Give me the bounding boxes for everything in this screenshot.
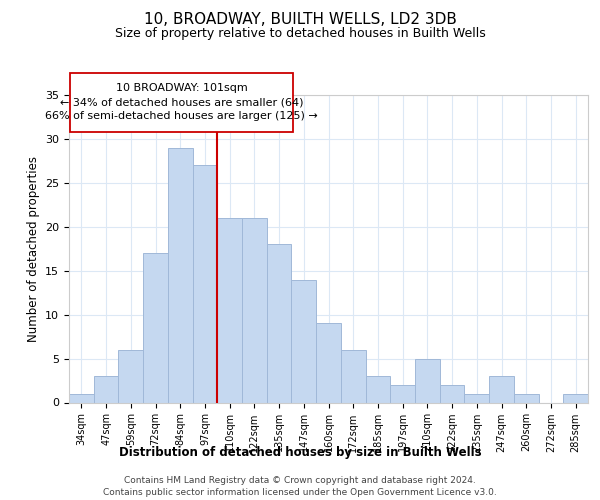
Text: 10, BROADWAY, BUILTH WELLS, LD2 3DB: 10, BROADWAY, BUILTH WELLS, LD2 3DB xyxy=(143,12,457,28)
Bar xyxy=(514,394,539,402)
Bar xyxy=(217,218,242,402)
Bar xyxy=(168,148,193,402)
Bar xyxy=(267,244,292,402)
Bar xyxy=(292,280,316,402)
Bar xyxy=(94,376,118,402)
Bar xyxy=(143,253,168,402)
Bar xyxy=(440,385,464,402)
Bar xyxy=(365,376,390,402)
Bar xyxy=(489,376,514,402)
Text: 10 BROADWAY: 101sqm
← 34% of detached houses are smaller (64)
66% of semi-detach: 10 BROADWAY: 101sqm ← 34% of detached ho… xyxy=(45,84,318,122)
Bar xyxy=(341,350,365,403)
Bar xyxy=(464,394,489,402)
Bar xyxy=(193,166,217,402)
Bar xyxy=(242,218,267,402)
Text: Contains public sector information licensed under the Open Government Licence v3: Contains public sector information licen… xyxy=(103,488,497,497)
FancyBboxPatch shape xyxy=(70,73,293,132)
Text: Distribution of detached houses by size in Builth Wells: Distribution of detached houses by size … xyxy=(119,446,481,459)
Bar xyxy=(563,394,588,402)
Y-axis label: Number of detached properties: Number of detached properties xyxy=(26,156,40,342)
Bar xyxy=(390,385,415,402)
Text: Size of property relative to detached houses in Builth Wells: Size of property relative to detached ho… xyxy=(115,28,485,40)
Bar xyxy=(118,350,143,403)
Bar xyxy=(415,358,440,403)
Text: Contains HM Land Registry data © Crown copyright and database right 2024.: Contains HM Land Registry data © Crown c… xyxy=(124,476,476,485)
Bar xyxy=(316,324,341,402)
Bar xyxy=(69,394,94,402)
